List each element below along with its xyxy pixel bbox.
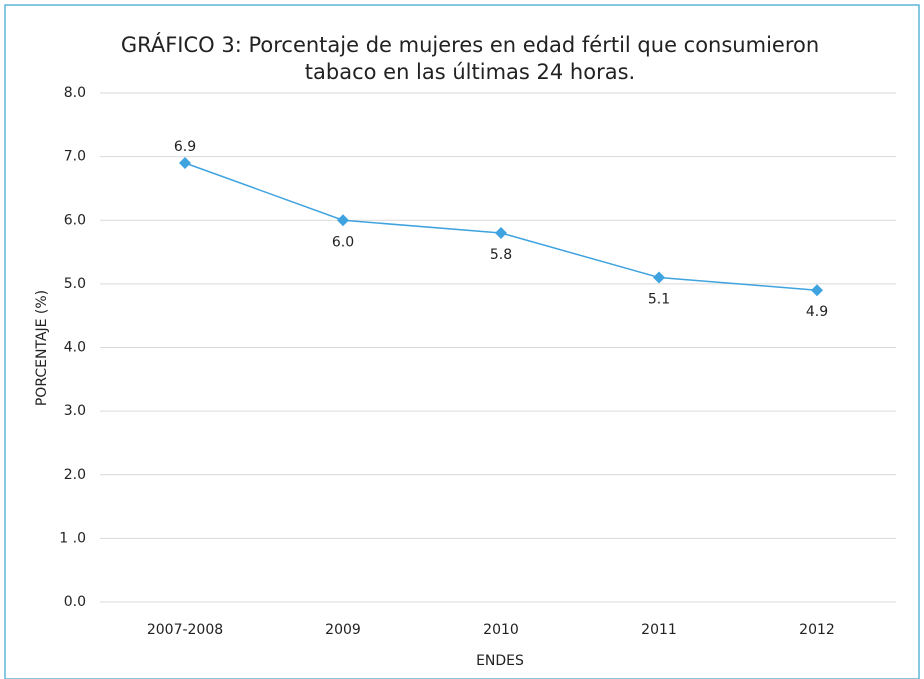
x-tick-label: 2010 (483, 622, 519, 638)
y-tick-label: 2.0 (64, 467, 86, 483)
y-tick-label: 1 .0 (59, 530, 86, 546)
marker (653, 271, 665, 284)
marker (179, 156, 191, 169)
data-label: 6.0 (332, 234, 354, 250)
y-tick-label: 5.0 (64, 276, 86, 292)
data-label: 4.9 (806, 304, 828, 320)
y-tick-label: 7.0 (64, 149, 86, 165)
y-tick-label: 3.0 (64, 403, 86, 419)
marker (811, 284, 823, 297)
chart-title: tabaco en las últimas 24 horas. (305, 60, 635, 84)
y-axis-title: PORCENTAJE (%) (34, 290, 50, 406)
data-label: 5.1 (648, 292, 670, 308)
chart-title: GRÁFICO 3: Porcentaje de mujeres en edad… (121, 32, 819, 57)
y-tick-label: 6.0 (64, 212, 86, 228)
x-tick-label: 2007-2008 (147, 622, 223, 638)
y-tick-label: 0.0 (64, 594, 86, 610)
y-tick-label: 4.0 (64, 340, 86, 356)
x-tick-label: 2012 (799, 622, 835, 638)
marker (495, 226, 507, 239)
x-tick-label: 2011 (641, 622, 677, 638)
x-axis-title: ENDES (476, 653, 524, 669)
data-label: 5.8 (490, 247, 512, 263)
frame (4, 4, 920, 679)
x-tick-label: 2009 (325, 622, 361, 638)
data-label: 6.9 (174, 139, 196, 155)
y-tick-label: 8.0 (64, 85, 86, 101)
marker (337, 214, 349, 227)
